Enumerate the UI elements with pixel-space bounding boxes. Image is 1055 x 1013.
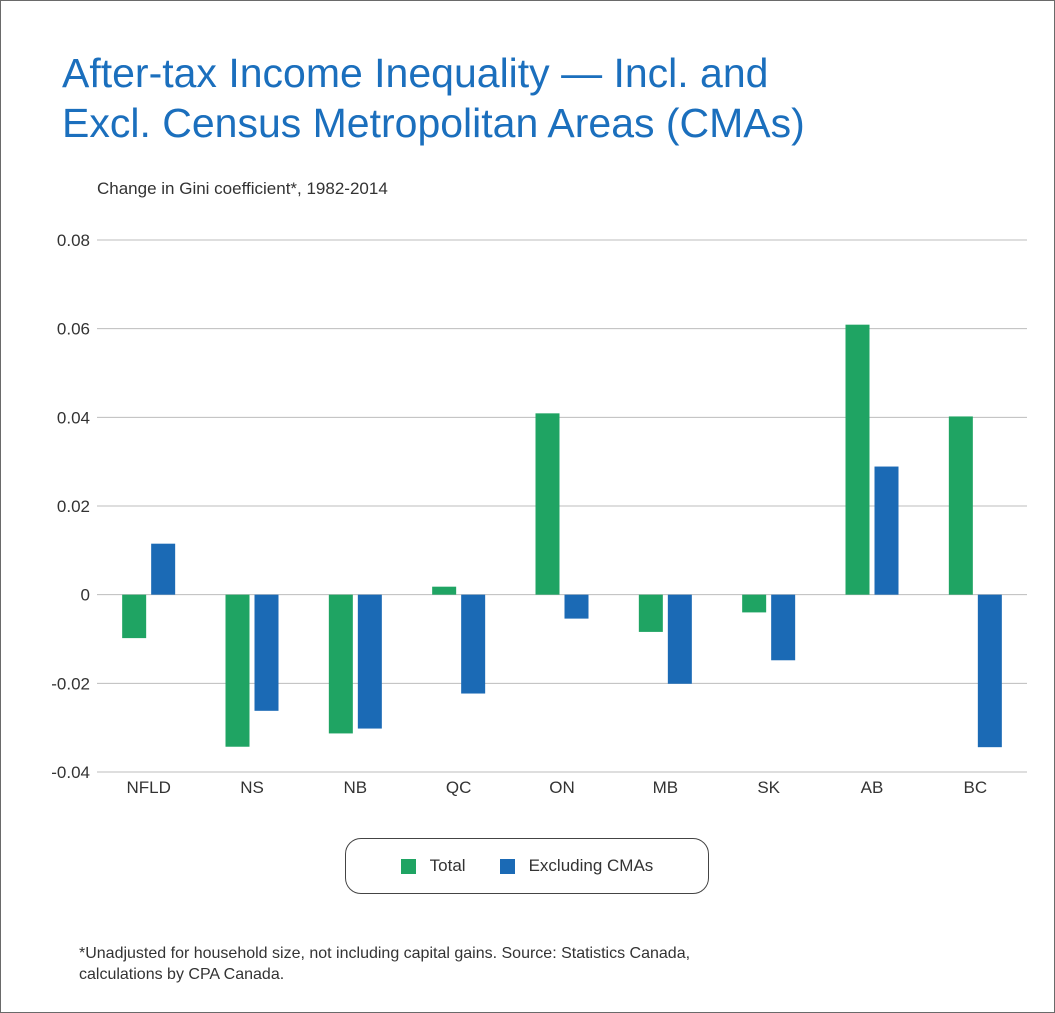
bar-total-bc — [948, 416, 973, 595]
chart-title-line-2: Excl. Census Metropolitan Areas (CMAs) — [62, 100, 805, 146]
bar-total-mb — [638, 594, 663, 632]
legend-label-excluding-cmas: Excluding CMAs — [528, 856, 654, 875]
legend-swatch-excluding-cmas — [499, 858, 515, 874]
legend: Total Excluding CMAs — [345, 838, 709, 894]
y-tick-label: 0.08 — [57, 231, 90, 250]
bar-excluding-cmas-bc — [977, 594, 1002, 748]
footnote-line-2: calculations by CPA Canada. — [79, 966, 285, 983]
legend-item-total: Total — [400, 856, 466, 876]
bar-excluding-cmas-on — [564, 594, 589, 619]
x-tick-label-qc: QC — [446, 778, 472, 797]
bar-total-ab — [845, 324, 870, 595]
bar-total-nb — [328, 594, 353, 734]
bar-total-qc — [432, 586, 457, 595]
bar-excluding-cmas-nb — [357, 594, 382, 729]
bar-excluding-cmas-nfld — [151, 543, 176, 595]
bar-excluding-cmas-sk — [771, 594, 796, 661]
chart-title: After-tax Income Inequality — Incl. and … — [62, 48, 1002, 148]
x-tick-label-on: ON — [549, 778, 575, 797]
bar-excluding-cmas-mb — [667, 594, 692, 684]
legend-item-excluding-cmas: Excluding CMAs — [499, 856, 654, 876]
footnote-line-1: *Unadjusted for household size, not incl… — [79, 945, 691, 962]
chart-subtitle: Change in Gini coefficient*, 1982-2014 — [97, 179, 388, 198]
legend-swatch-total — [400, 858, 416, 874]
x-tick-label-sk: SK — [757, 778, 780, 797]
bar-total-on — [535, 413, 560, 595]
footnote: *Unadjusted for household size, not incl… — [79, 943, 979, 985]
bar-total-nfld — [122, 594, 147, 639]
x-tick-label-mb: MB — [653, 778, 679, 797]
x-tick-label-ab: AB — [861, 778, 884, 797]
y-tick-label: 0.06 — [57, 320, 90, 339]
legend-label-total: Total — [429, 856, 466, 875]
y-tick-label: -0.04 — [51, 763, 90, 782]
bar-excluding-cmas-ns — [254, 594, 279, 711]
x-tick-label-nfld: NFLD — [126, 778, 170, 797]
y-tick-label: -0.02 — [51, 674, 90, 693]
y-tick-label: 0 — [81, 586, 90, 605]
bar-excluding-cmas-ab — [874, 466, 899, 595]
bar-excluding-cmas-qc — [461, 594, 486, 694]
x-tick-label-ns: NS — [240, 778, 264, 797]
x-tick-label-bc: BC — [964, 778, 988, 797]
y-tick-label: 0.04 — [57, 408, 90, 427]
y-tick-label: 0.02 — [57, 497, 90, 516]
bar-total-sk — [742, 594, 767, 613]
chart-title-line-1: After-tax Income Inequality — Incl. and — [62, 50, 769, 96]
x-tick-label-nb: NB — [344, 778, 368, 797]
bar-total-ns — [225, 594, 250, 747]
